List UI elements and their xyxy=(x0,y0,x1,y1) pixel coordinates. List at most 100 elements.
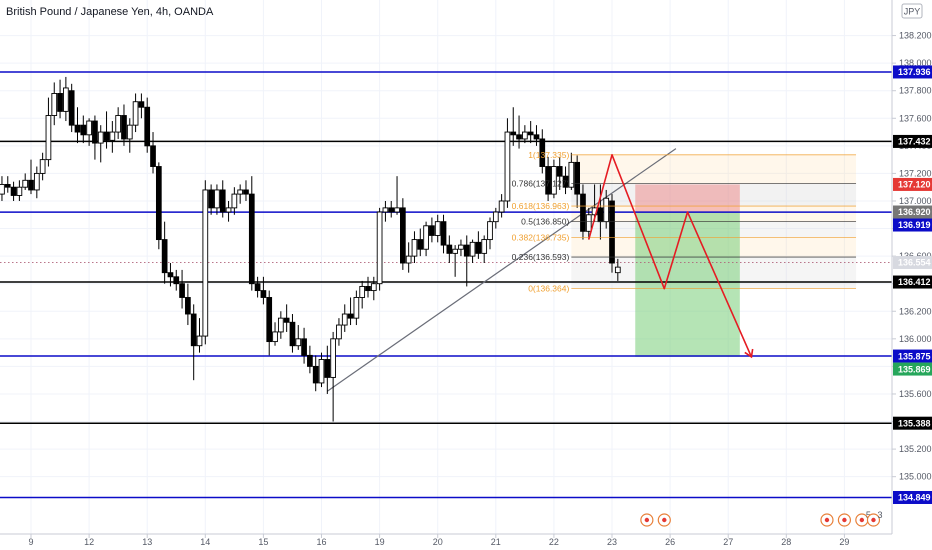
time-tick-label: 19 xyxy=(375,537,385,547)
price-tick-label: 137.800 xyxy=(899,86,932,96)
price-tag-box xyxy=(893,177,932,191)
candle-body xyxy=(86,120,92,136)
time-tick-label: 20 xyxy=(433,537,443,547)
candle-body xyxy=(336,324,342,340)
candle-body xyxy=(126,124,133,140)
price-tag-label: 134.849 xyxy=(898,493,931,503)
time-tick-label: 9 xyxy=(29,537,34,547)
time-axis[interactable]: 9 12 13 14 15 16 19 20 21 22 23 26 27 28 29 xyxy=(29,534,850,547)
event-marker-dot xyxy=(871,517,876,523)
price-tick-label: 138.000 xyxy=(899,58,932,68)
price-tag-label: 136.919 xyxy=(898,220,931,230)
fib-band xyxy=(571,154,857,184)
candle-body xyxy=(74,124,81,133)
candle-body xyxy=(533,134,540,140)
candle-body xyxy=(452,248,458,254)
price-tick-label: 137.600 xyxy=(899,113,932,123)
candle-body xyxy=(22,179,29,188)
candle-body xyxy=(347,313,354,319)
position-stop-zone xyxy=(635,184,740,213)
event-marker-dot xyxy=(644,517,650,523)
fib-level-label: 0.236(136.593) xyxy=(512,252,570,262)
price-tag-box xyxy=(893,275,932,289)
price-tag-box xyxy=(893,362,932,376)
chart-title: British Pound / Japanese Yen, 4h, OANDA xyxy=(6,6,214,18)
time-tick-label: 21 xyxy=(491,537,501,547)
fib-band xyxy=(571,183,857,207)
candle-body xyxy=(231,193,238,209)
candle-body xyxy=(161,239,168,274)
position-target-zone xyxy=(635,212,740,357)
price-tick-label: 136.200 xyxy=(899,306,932,316)
candle-body xyxy=(562,175,569,188)
candle-body xyxy=(45,115,52,161)
candle-body xyxy=(475,241,482,254)
candle-body xyxy=(522,131,528,140)
candle-body xyxy=(39,159,46,174)
candle-body xyxy=(16,186,23,196)
time-tick-label: 14 xyxy=(200,537,210,547)
fibonacci-retracement[interactable]: 1(137.335) 0.786(137.127) 0.618(136.963) 0.… xyxy=(512,150,857,294)
price-tick-label: 135.200 xyxy=(899,444,932,454)
candle-body xyxy=(167,272,174,278)
price-tag-label: 137.936 xyxy=(898,67,931,77)
candle-body xyxy=(4,183,11,188)
trendline-layer[interactable] xyxy=(326,148,677,392)
candle-body xyxy=(295,338,302,347)
candle-body xyxy=(103,131,110,141)
candle-body xyxy=(411,239,418,257)
candle-body xyxy=(603,197,610,223)
candle-body xyxy=(446,244,453,254)
candle-body xyxy=(51,93,58,116)
candle-body xyxy=(155,166,162,241)
candle-body xyxy=(92,120,98,144)
candle-body xyxy=(277,317,284,333)
projection-arrowhead xyxy=(744,348,754,359)
candle-body xyxy=(597,207,604,223)
fib-level-label: 0.5(136.850) xyxy=(521,217,569,227)
candle-body xyxy=(551,166,557,195)
candle-body xyxy=(283,317,290,323)
projection-path-layer[interactable] xyxy=(587,154,754,359)
price-axis-background xyxy=(892,0,932,550)
candle-body xyxy=(132,101,139,126)
candle-body xyxy=(394,207,400,213)
candle-body xyxy=(208,189,214,209)
candle-body xyxy=(150,145,156,167)
candle-body xyxy=(539,138,546,167)
candle-body xyxy=(545,166,551,195)
candle-body xyxy=(225,207,232,213)
time-tick-label: 13 xyxy=(142,537,152,547)
price-tag-box xyxy=(893,218,932,232)
candle-body xyxy=(423,225,429,250)
candle-body xyxy=(173,276,180,285)
currency-badge[interactable]: JPY xyxy=(901,3,923,19)
candle-body xyxy=(370,283,377,292)
candle-body xyxy=(260,290,267,298)
projection-path[interactable] xyxy=(587,154,753,358)
candle-body xyxy=(80,124,87,136)
candle-body xyxy=(109,131,116,141)
candle-body xyxy=(614,266,621,274)
candle-body xyxy=(440,221,447,246)
candle-body xyxy=(527,131,534,136)
candle-body xyxy=(324,359,331,378)
currency-badge-box xyxy=(901,3,923,19)
time-tick-label: 27 xyxy=(723,537,733,547)
horizontal-levels[interactable] xyxy=(0,71,892,499)
candle-body xyxy=(609,200,615,264)
price-tags: 137.936 137.432 137.120 136.920 136.919 136.5… xyxy=(893,65,932,504)
candle-body xyxy=(318,359,325,384)
candle-body xyxy=(301,338,307,356)
candle-body xyxy=(330,338,336,378)
candle-body xyxy=(580,193,586,232)
trendline[interactable] xyxy=(326,148,677,392)
fib-level-label: 1(137.335) xyxy=(528,150,569,160)
candle-body xyxy=(434,221,441,236)
candle-body xyxy=(458,244,464,250)
price-tick-label: 135.000 xyxy=(899,472,932,482)
time-tick-label: 15 xyxy=(258,537,268,547)
